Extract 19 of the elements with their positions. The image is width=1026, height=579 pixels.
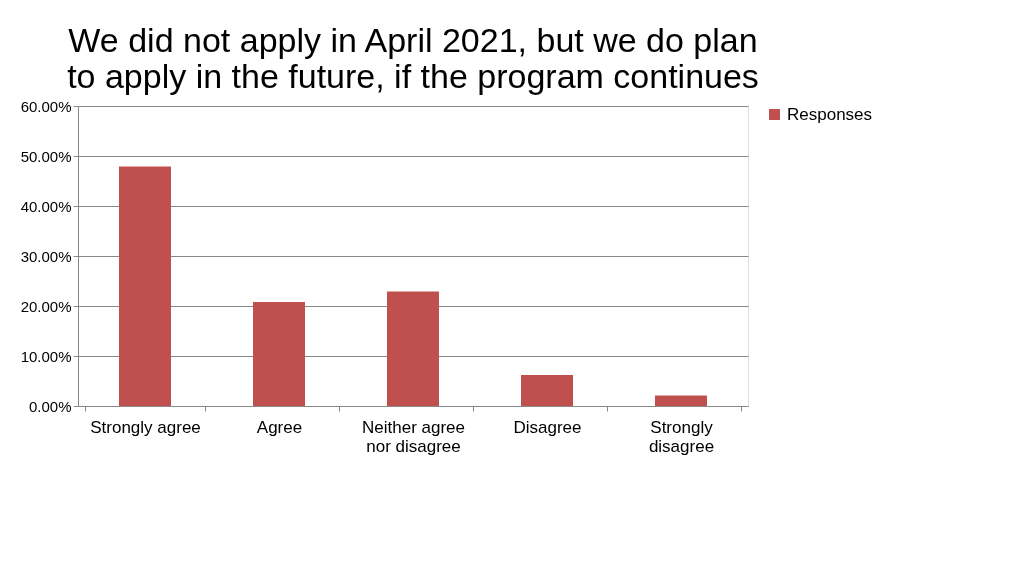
y-tick-label: 20.00% (20, 297, 72, 315)
y-tick-label: 0.00% (28, 397, 72, 415)
x-tick-label: Disagree (513, 417, 582, 437)
bar (387, 291, 439, 406)
x-tick-label: Strongly agree (90, 417, 201, 437)
bar (253, 302, 305, 406)
bar (119, 166, 171, 406)
y-tick-label: 30.00% (20, 247, 72, 265)
chart-title: We did not apply in April 2021, but we do plan to apply in the future, if the program continues (67, 21, 759, 95)
legend-label: Responses (787, 104, 873, 124)
bar (655, 395, 707, 406)
y-tick-label: 50.00% (20, 147, 72, 165)
y-tick-label: 10.00% (20, 347, 72, 365)
y-tick-label: 60.00% (20, 97, 72, 115)
bar (521, 375, 573, 406)
x-tick-label: Neither agree nor disagree (361, 417, 466, 456)
x-tick-label: Strongly disagree (648, 417, 715, 456)
y-tick-label: 40.00% (20, 197, 72, 215)
x-tick-label: Agree (256, 417, 303, 437)
